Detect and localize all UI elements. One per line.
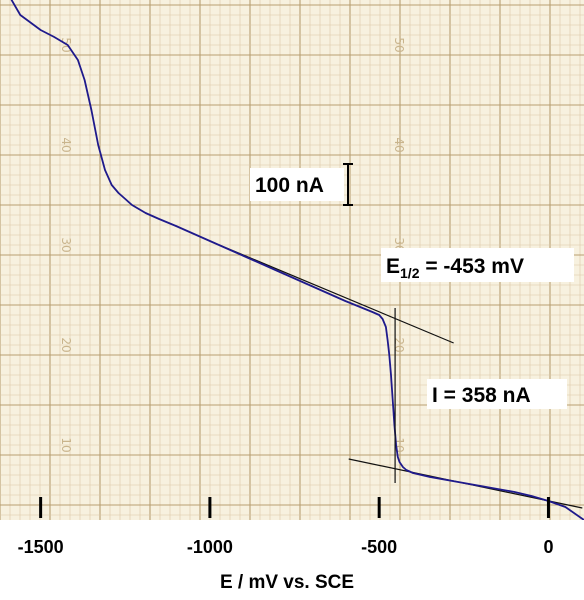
data-point: [243, 255, 245, 257]
data-point: [390, 374, 392, 376]
data-point: [398, 461, 401, 463]
data-point: [131, 204, 133, 206]
data-point: [209, 240, 211, 242]
data-point: [277, 270, 279, 272]
chart-paper-grid: [0, 0, 584, 520]
axis-band: [0, 520, 584, 600]
data-point: [530, 495, 533, 497]
data-point: [405, 469, 407, 471]
data-point: [53, 36, 55, 38]
data-point: [392, 399, 394, 401]
data-point: [19, 14, 21, 16]
data-point: [111, 184, 113, 186]
chart-paper-number: 40: [59, 137, 73, 152]
data-point: [564, 506, 566, 508]
data-point: [84, 79, 86, 81]
current-scale-bar: 100 nA: [250, 163, 353, 206]
data-point: [104, 169, 106, 171]
data-point: [381, 318, 384, 320]
data-point: [151, 215, 153, 217]
scale-bar-label: 100 nA: [255, 174, 324, 197]
data-point: [412, 472, 414, 474]
data-point: [397, 456, 399, 458]
x-tick-label: -1500: [18, 537, 64, 557]
data-point: [378, 314, 380, 316]
data-point: [124, 198, 126, 200]
data-point: [97, 144, 99, 146]
data-point: [67, 44, 69, 46]
x-axis: -1500 -1000 -500 0: [18, 497, 553, 557]
data-point: [90, 109, 93, 111]
data-point: [385, 326, 387, 328]
current-value-label: I = 358 nA: [432, 384, 531, 407]
chart-paper-number: 20: [392, 337, 406, 352]
data-point: [144, 212, 147, 214]
data-point: [513, 491, 516, 493]
data-point: [158, 218, 160, 220]
data-point: [138, 208, 140, 210]
polarogram-trace: [10, 0, 584, 521]
tangent-line: [209, 240, 454, 344]
data-point: [395, 444, 397, 446]
data-point: [371, 311, 374, 313]
data-point: [388, 354, 390, 356]
chart-paper-number: 10: [392, 437, 406, 452]
e-half-subscript: 1/2: [400, 265, 420, 281]
data-point: [175, 225, 177, 227]
chart-paper-number: 30: [59, 237, 73, 252]
x-tick-label: -1000: [187, 537, 233, 557]
e-half-symbol: E: [386, 255, 400, 278]
data-point: [429, 476, 431, 478]
annotation-current: I = 358 nA: [427, 379, 567, 409]
data-point: [446, 479, 448, 481]
x-axis-label: E / mV vs. SCE: [220, 572, 354, 593]
chart-paper-number: 50: [392, 37, 406, 52]
chart-paper-number: 20: [59, 337, 73, 352]
x-tick-label: 0: [543, 537, 553, 557]
data-point: [77, 59, 79, 61]
annotation-e-half: E1/2 = -453 mV: [381, 248, 574, 282]
data-point: [344, 300, 346, 302]
data-point: [402, 466, 404, 468]
data-point: [40, 29, 42, 31]
scale-bar-label-bg: [250, 168, 344, 201]
e-half-value: = -453 mV: [419, 255, 523, 278]
svg-text:E1/2 = -453 mV: E1/2 = -453 mV: [386, 255, 524, 281]
x-tick-label: -500: [361, 537, 397, 557]
chart-paper-number: 40: [392, 137, 406, 152]
data-point: [387, 339, 389, 341]
data-point: [117, 192, 120, 194]
chart-paper-number: 10: [59, 437, 73, 452]
data-point: [480, 485, 482, 487]
data-point: [310, 285, 313, 287]
